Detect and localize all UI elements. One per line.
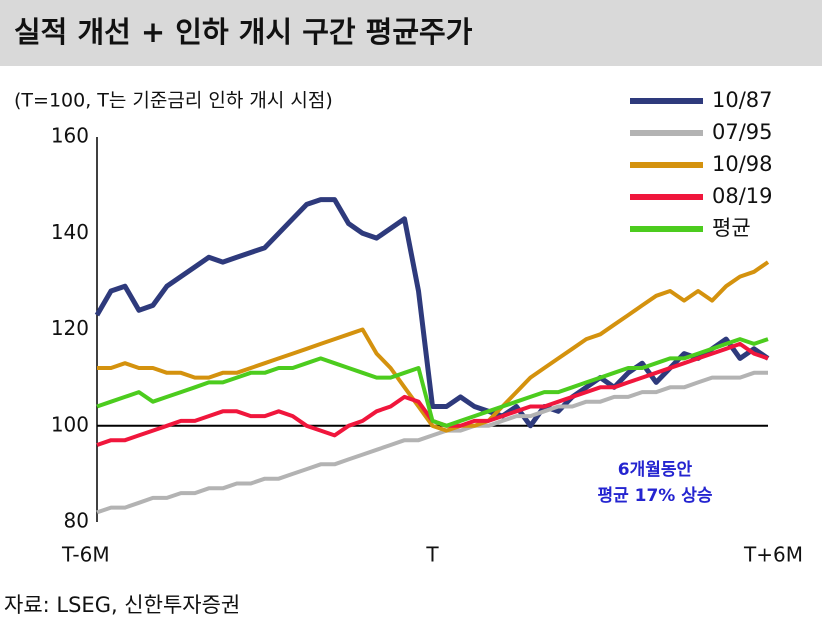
series-line xyxy=(96,370,768,515)
legend-label: 07/95 xyxy=(712,120,773,144)
annotation: 6개월동안 xyxy=(618,460,693,480)
x-tick-label: T-6M xyxy=(61,543,110,567)
annotation: 평균 17% 상승 xyxy=(597,486,712,506)
y-tick-label: 80 xyxy=(64,509,89,533)
x-tick-label: T xyxy=(425,543,439,567)
subtitle: (T=100, T는 기준금리 인하 개시 시점) xyxy=(14,90,333,112)
title-bar xyxy=(0,0,822,66)
series-line xyxy=(97,260,770,433)
series-line xyxy=(94,197,770,429)
series-line xyxy=(96,337,769,428)
chart-title: 실적 개선 + 인하 개시 구간 평균주가 xyxy=(14,15,473,49)
y-tick-label: 100 xyxy=(51,412,89,436)
legend-label: 08/19 xyxy=(712,184,773,208)
legend-label: 10/87 xyxy=(712,88,773,112)
legend-label: 10/98 xyxy=(712,152,773,176)
source: 자료: LSEG, 신한투자증권 xyxy=(4,593,240,617)
y-tick-label: 140 xyxy=(51,220,89,244)
y-tick-label: 160 xyxy=(51,124,89,148)
y-tick-label: 120 xyxy=(51,316,89,340)
legend-label: 평균 xyxy=(712,216,751,240)
x-tick-label: T+6M xyxy=(743,543,803,567)
